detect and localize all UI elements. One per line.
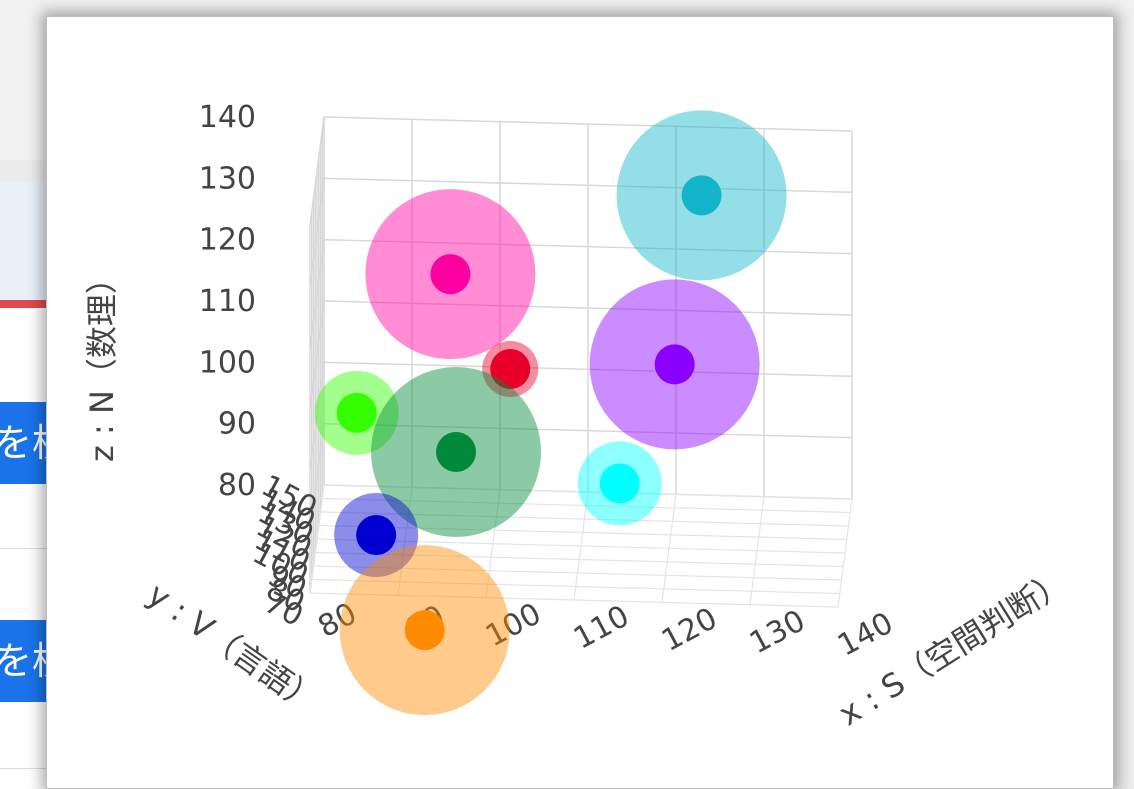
- data-point-marker: [655, 344, 695, 384]
- data-point: [340, 545, 510, 715]
- data-point: [365, 189, 535, 359]
- data-point-marker: [436, 432, 476, 472]
- z-axis-title: z : N（数理）: [83, 262, 121, 462]
- z-tick-label: 130: [199, 161, 256, 196]
- data-point: [617, 110, 787, 280]
- data-point-marker: [356, 515, 396, 555]
- x-tick-label: 120: [656, 601, 723, 659]
- data-point-marker: [405, 610, 445, 650]
- z-tick-label: 120: [199, 223, 256, 258]
- data-point-marker: [682, 175, 722, 215]
- z-tick-label: 80: [218, 468, 256, 503]
- z-tick-label: 90: [218, 407, 256, 442]
- z-tick-label: 110: [199, 284, 256, 319]
- data-point-marker: [430, 254, 470, 294]
- z-tick-label: 100: [199, 345, 256, 380]
- data-point-marker: [600, 463, 640, 503]
- x-tick-label: 140: [832, 606, 899, 664]
- z-tick-label: 140: [199, 100, 256, 135]
- x-tick-label: 110: [568, 599, 635, 657]
- x-tick-label: 130: [744, 603, 811, 661]
- data-point: [590, 279, 760, 449]
- data-point: [578, 441, 662, 525]
- data-point-marker: [337, 393, 377, 433]
- chart-popup: 80 90 100 110 120 130 140 150 140 130 120 110 100 90 8…: [46, 16, 1114, 789]
- scatter3d-chart[interactable]: 8090100110120130140150140130120110100908…: [47, 17, 1114, 789]
